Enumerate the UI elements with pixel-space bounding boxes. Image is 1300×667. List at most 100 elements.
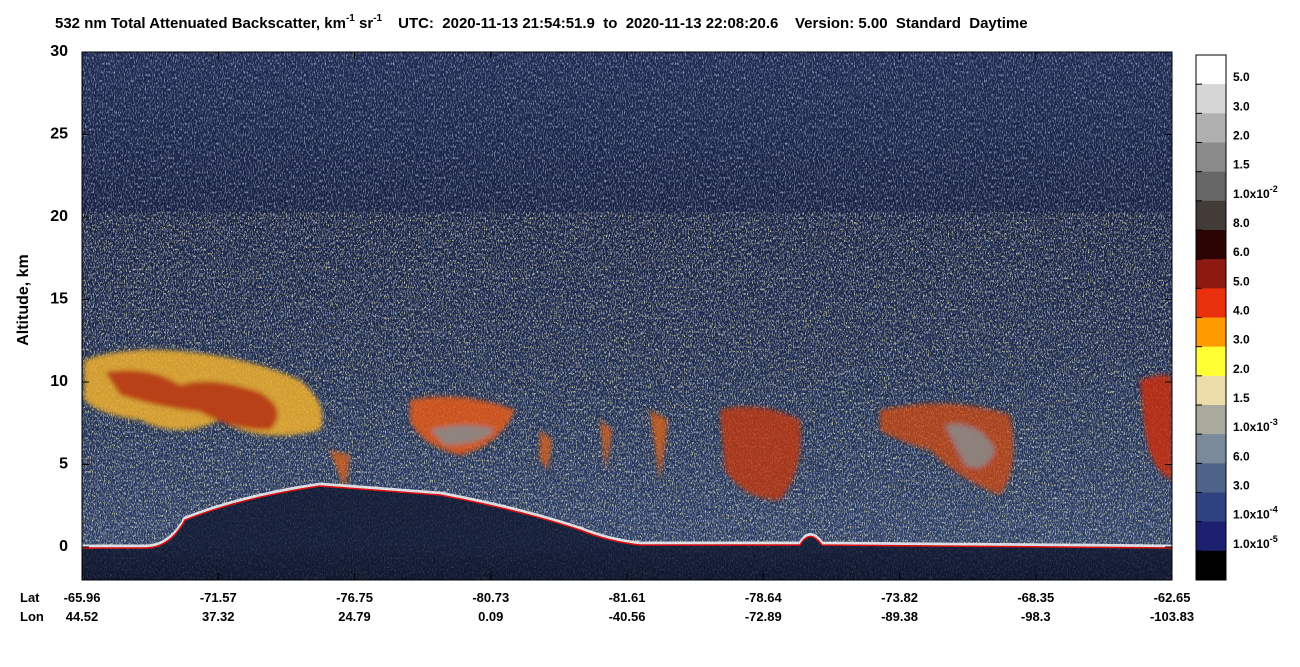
y-tick-label: 15: [50, 291, 68, 308]
title-group: 532 nm Total Attenuated Backscatter, km-…: [55, 13, 1028, 32]
y-tick-label: 20: [50, 208, 68, 225]
x-tick-label: 37.32: [202, 609, 235, 624]
cloud: [720, 406, 801, 500]
colorbar-label-sup: -2: [1270, 184, 1278, 194]
x-tick-label: -72.89: [745, 609, 782, 624]
colorbar-label-text: 3.0: [1233, 99, 1250, 113]
colorbar-label: 5.0: [1233, 70, 1250, 84]
y-tick-label: 5: [59, 456, 68, 473]
colorbar-label-text: 5.0: [1233, 70, 1250, 84]
x-tick-label: -80.73: [472, 590, 509, 605]
y-tick-label: 10: [50, 373, 68, 390]
x-tick-label: -81.61: [609, 590, 646, 605]
x-tick-label: -68.35: [1017, 590, 1054, 605]
colorbar-label: 2.0: [1233, 362, 1250, 376]
colorbar-swatch: [1196, 259, 1226, 289]
colorbar-label: 1.0x10-4: [1233, 505, 1278, 522]
colorbar-label: 3.0: [1233, 479, 1250, 493]
colorbar-swatch: [1196, 84, 1226, 114]
colorbar-label-text: 1.0x10: [1233, 537, 1270, 551]
colorbar-label-text: 3.0: [1233, 479, 1250, 493]
colorbar-swatch: [1196, 550, 1226, 581]
colorbar-label-text: 1.5: [1233, 391, 1250, 405]
colorbar-swatch: [1196, 288, 1226, 318]
cloud: [880, 403, 1014, 495]
colorbar-swatch: [1196, 230, 1226, 260]
colorbar-swatch: [1196, 405, 1226, 435]
x-tick-label: -65.96: [64, 590, 101, 605]
cloud: [430, 425, 495, 445]
colorbar-label: 3.0: [1233, 333, 1250, 347]
colorbar-swatch: [1196, 434, 1226, 464]
y-tick-label: 0: [59, 538, 68, 555]
colorbar-swatch: [1196, 317, 1226, 348]
x-tick-label: 24.79: [338, 609, 371, 624]
surface-line: [82, 485, 1172, 549]
colorbar-swatch: [1196, 142, 1226, 173]
colorbar-swatch: [1196, 200, 1226, 231]
title-text: 532 nm Total Attenuated Backscatter, km: [55, 15, 346, 32]
y-axis-label: Altitude, km: [15, 254, 32, 346]
x-tick-label: -98.3: [1021, 609, 1051, 624]
colorbar-label: 1.0x10-3: [1233, 417, 1278, 434]
colorbar-label-text: 8.0: [1233, 216, 1250, 230]
chart-title: 532 nm Total Attenuated Backscatter, km-…: [55, 13, 1028, 32]
colorbar-swatch: [1196, 346, 1226, 377]
colorbar-label: 5.0: [1233, 274, 1250, 288]
x-tick-label: -78.64: [745, 590, 783, 605]
colorbar-label-sup: -5: [1270, 534, 1278, 544]
colorbar-label-text: 2.0: [1233, 129, 1250, 143]
y-tick-label: 30: [50, 43, 68, 60]
colorbar-label: 1.5: [1233, 158, 1250, 172]
cloud: [1140, 375, 1172, 480]
colorbar-label-text: 1.5: [1233, 158, 1250, 172]
colorbar-label: 4.0: [1233, 304, 1250, 318]
cloud: [105, 370, 278, 430]
colorbar-label-text: 6.0: [1233, 449, 1250, 463]
x-row-label: Lat: [20, 590, 40, 605]
colorbar-label: 6.0: [1233, 245, 1250, 259]
colorbar-label-text: 1.0x10: [1233, 420, 1270, 434]
x-tick-label: -89.38: [881, 609, 918, 624]
title-sup: -1: [373, 13, 382, 24]
colorbar-swatch: [1196, 375, 1226, 406]
x-tick-label: -40.56: [609, 609, 646, 624]
colorbar-label: 2.0: [1233, 129, 1250, 143]
colorbar-label-text: 5.0: [1233, 274, 1250, 288]
x-tick-label: 0.09: [478, 609, 503, 624]
colorbar-label-sup: -3: [1270, 417, 1278, 427]
backscatter-field: [82, 52, 1172, 580]
colorbar-label-text: 1.0x10: [1233, 508, 1270, 522]
colorbar-label-text: 2.0: [1233, 362, 1250, 376]
x-row-label: Lon: [20, 609, 44, 624]
colorbar-label: 8.0: [1233, 216, 1250, 230]
colorbar-label: 1.0x10-2: [1233, 184, 1278, 201]
clouds: [84, 349, 1172, 500]
colorbar-label-text: 3.0: [1233, 333, 1250, 347]
colorbar-swatch: [1196, 463, 1226, 493]
colorbar-label: 3.0: [1233, 99, 1250, 113]
y-tick-label: 25: [50, 126, 68, 143]
x-tick-label: -62.65: [1154, 590, 1191, 605]
colorbar-swatch: [1196, 55, 1226, 85]
x-tick-label: -76.75: [336, 590, 373, 605]
colorbar-swatch: [1196, 171, 1226, 202]
cloud: [945, 424, 995, 468]
title-sup: -1: [346, 13, 355, 24]
colorbar-swatch: [1196, 492, 1226, 523]
surface-return: [82, 482, 1172, 548]
colorbar-swatch: [1196, 521, 1226, 552]
title-text: sr: [355, 15, 374, 32]
title-text: UTC: 2020-11-13 21:54:51.9 to 2020-11-13…: [398, 15, 1028, 32]
x-tick-label: -73.82: [881, 590, 918, 605]
colorbar-label-text: 6.0: [1233, 245, 1250, 259]
colorbar-swatch: [1196, 113, 1226, 143]
colorbar-label: 1.5: [1233, 391, 1250, 405]
x-tick-label: 44.52: [66, 609, 99, 624]
colorbar-label-text: 1.0x10: [1233, 187, 1270, 201]
colorbar-label-text: 4.0: [1233, 304, 1250, 318]
colorbar-label: 1.0x10-5: [1233, 534, 1278, 551]
subsurface: [82, 486, 1172, 580]
colorbar-label-sup: -4: [1270, 505, 1278, 515]
